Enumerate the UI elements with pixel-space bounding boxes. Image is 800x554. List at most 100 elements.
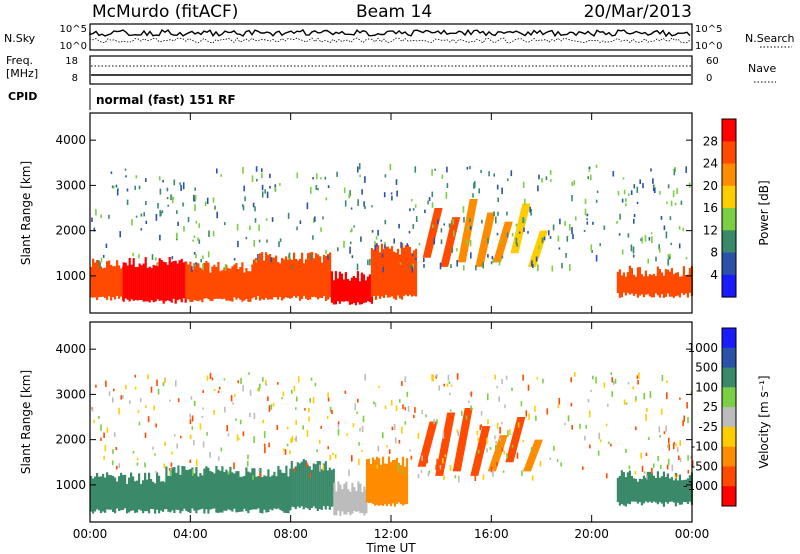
velocity-scatter-echo xyxy=(332,452,334,455)
velocity-scatter-echo xyxy=(376,464,379,469)
power-colorbar-swatch xyxy=(722,141,736,165)
power-band-cell xyxy=(346,279,349,302)
power-scatter-echo xyxy=(663,225,666,231)
power-scatter-echo xyxy=(208,230,210,237)
velocity-band-cell xyxy=(102,473,105,512)
velocity-scatter-echo xyxy=(632,386,634,390)
velocity-band-cell xyxy=(622,472,625,506)
power-band-cell xyxy=(384,246,388,295)
velocity-scatter-echo xyxy=(281,397,283,400)
power-band-cell xyxy=(229,268,232,301)
power-scatter-echo xyxy=(363,201,365,207)
power-band-cell xyxy=(386,246,390,298)
velocity-scatter-echo xyxy=(263,443,266,447)
x-axis-label: Time UT xyxy=(365,541,416,554)
power-scatter-echo xyxy=(660,216,663,220)
power-band-cell xyxy=(138,263,141,300)
power-scatter-echo xyxy=(630,190,633,195)
power-scatter-echo xyxy=(523,218,526,223)
velocity-scatter-echo xyxy=(679,397,681,400)
velocity-scatter-echo xyxy=(502,470,505,473)
velocity-scatter-echo xyxy=(334,454,337,459)
power-scatter-echo xyxy=(495,216,497,224)
velocity-band-cell xyxy=(304,460,307,508)
velocity-scatter-echo xyxy=(361,426,364,433)
power-scatter-echo xyxy=(487,254,489,258)
power-band-cell xyxy=(342,279,345,302)
velocity-scatter-echo xyxy=(465,415,468,420)
power-scatter-echo xyxy=(443,223,445,226)
power-scatter-echo xyxy=(343,240,345,248)
velocity-band-cell xyxy=(148,472,151,514)
power-band-cell xyxy=(305,259,308,299)
velocity-band-cell xyxy=(167,475,170,512)
power-scatter-echo xyxy=(411,198,413,202)
velocity-streak xyxy=(505,417,526,463)
velocity-scatter-echo xyxy=(530,447,533,451)
velocity-scatter-echo xyxy=(362,415,365,423)
power-scatter-echo xyxy=(672,190,675,198)
power-streak xyxy=(475,212,496,267)
power-scatter-echo xyxy=(255,166,258,172)
power-band-cell xyxy=(634,276,637,294)
power-scatter-echo xyxy=(569,264,571,271)
power-scatter-echo xyxy=(251,175,254,182)
velocity-scatter-echo xyxy=(286,426,289,430)
velocity-band-cell xyxy=(193,473,196,511)
velocity-y-tick-label: 1000 xyxy=(55,478,86,492)
velocity-scatter-echo xyxy=(290,438,292,444)
velocity-colorbar-swatch xyxy=(722,387,736,408)
power-scatter-echo xyxy=(543,236,546,241)
power-streak xyxy=(422,208,443,258)
power-scatter-echo xyxy=(202,263,204,271)
power-scatter-echo xyxy=(349,241,352,245)
velocity-band-cell xyxy=(128,477,131,513)
velocity-scatter-echo xyxy=(309,472,311,479)
velocity-scatter-echo xyxy=(486,438,488,445)
velocity-scatter-echo xyxy=(651,467,653,474)
power-band-cell xyxy=(622,272,625,293)
power-scatter-echo xyxy=(155,257,157,261)
velocity-scatter-echo xyxy=(625,402,628,405)
velocity-scatter-echo xyxy=(509,429,511,435)
velocity-band-cell xyxy=(239,476,242,512)
power-band-cell xyxy=(148,266,151,303)
beam-title: Beam 14 xyxy=(356,2,432,22)
power-scatter-echo xyxy=(588,166,591,172)
power-scatter-echo xyxy=(100,214,102,219)
velocity-band-cell xyxy=(160,481,163,511)
power-scatter-echo xyxy=(431,191,434,197)
power-band-cell xyxy=(688,268,691,293)
power-band-cell xyxy=(664,269,667,297)
power-scatter-echo xyxy=(364,176,366,183)
power-band-cell xyxy=(207,262,210,300)
power-scatter-echo xyxy=(351,228,353,232)
velocity-band-cell xyxy=(140,483,143,511)
velocity-scatter-echo xyxy=(687,417,689,424)
velocity-band-cell xyxy=(333,482,336,516)
velocity-band-cell xyxy=(397,462,401,503)
velocity-scatter-echo xyxy=(539,460,542,467)
velocity-scatter-echo xyxy=(162,382,165,387)
power-scatter-echo xyxy=(595,164,598,168)
power-band-cell xyxy=(245,268,248,300)
velocity-scatter-echo xyxy=(501,379,503,384)
velocity-scatter-echo xyxy=(286,443,289,447)
power-scatter-echo xyxy=(336,171,338,177)
power-scatter-echo xyxy=(590,244,593,251)
velocity-band-cell xyxy=(351,482,354,514)
velocity-scatter-echo xyxy=(293,385,296,392)
power-scatter-echo xyxy=(456,248,458,252)
velocity-scatter-echo xyxy=(470,405,472,411)
power-scatter-echo xyxy=(573,180,575,186)
velocity-scatter-echo xyxy=(304,408,306,411)
power-colorbar-swatch xyxy=(722,252,736,276)
power-scatter-echo xyxy=(463,265,465,271)
power-scatter-echo xyxy=(440,228,443,233)
velocity-band-cell xyxy=(403,466,407,505)
power-band-cell xyxy=(662,275,665,298)
velocity-band-cell xyxy=(96,473,99,510)
power-scatter-echo xyxy=(621,198,624,203)
power-band-cell xyxy=(106,261,109,300)
velocity-scatter-echo xyxy=(189,459,192,463)
